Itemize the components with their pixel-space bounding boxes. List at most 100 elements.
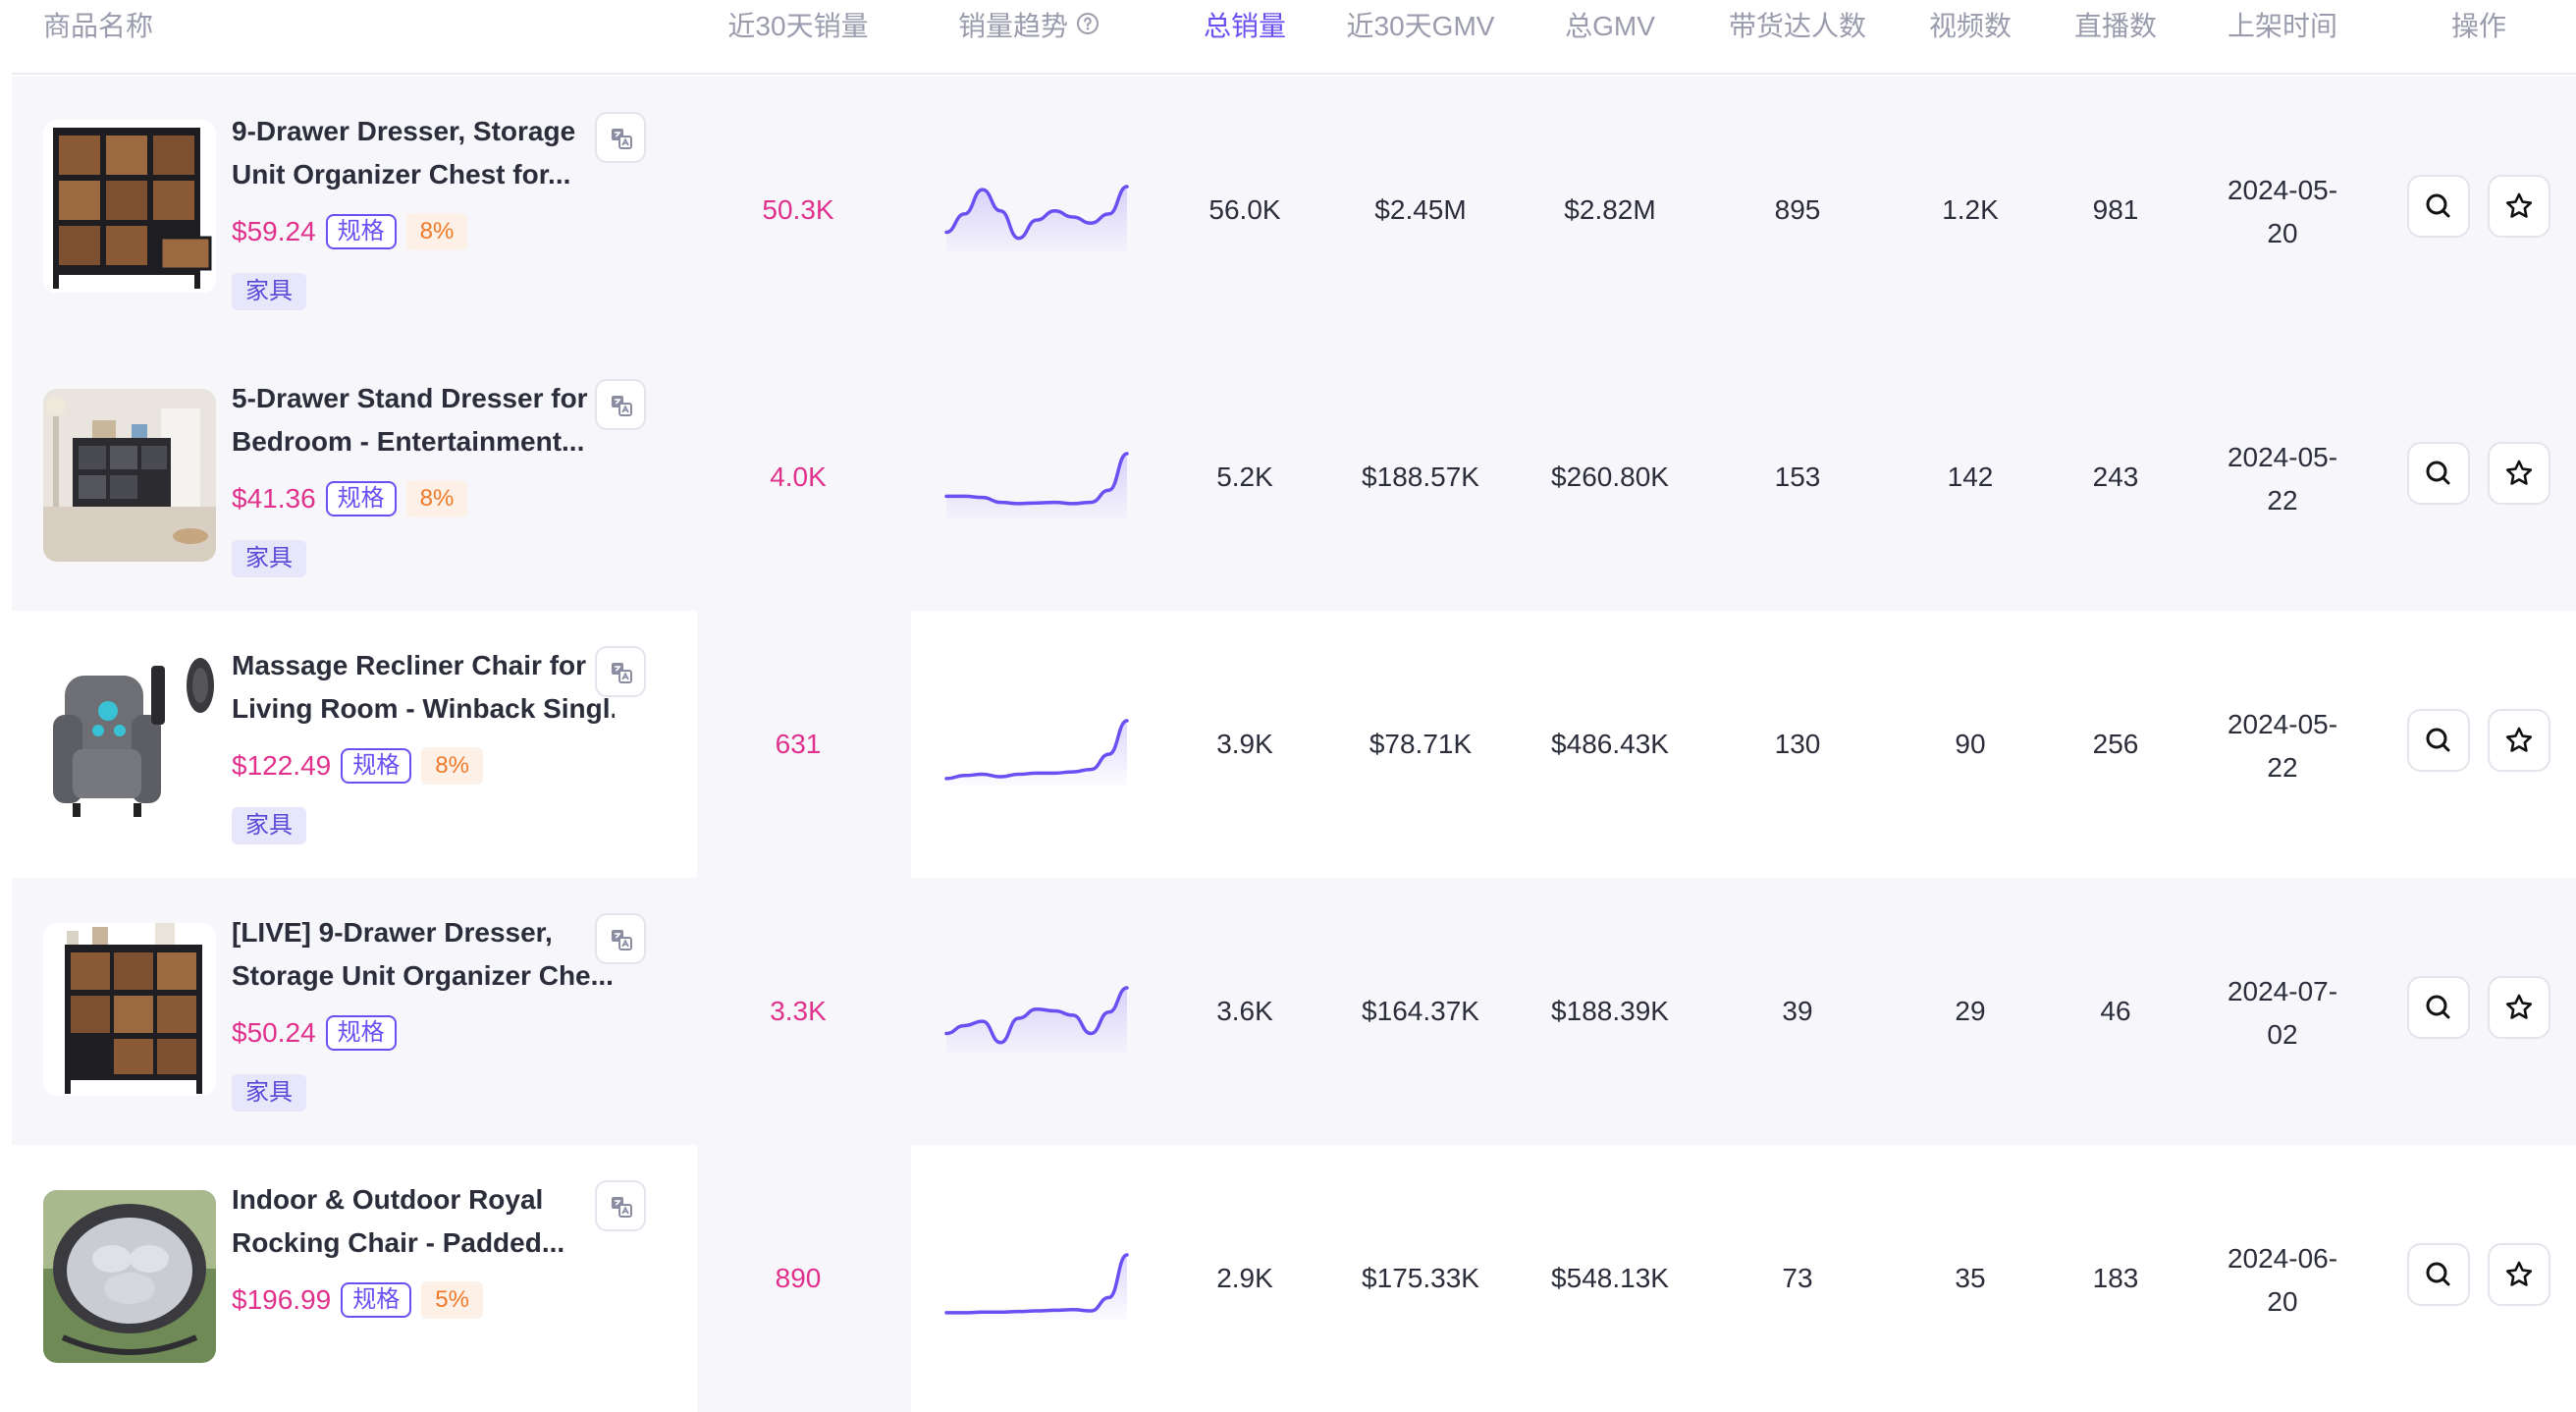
listed-date-line1: 2024-07- bbox=[2227, 976, 2338, 1006]
total-sales: 2.9K bbox=[1216, 1263, 1273, 1293]
table-row[interactable]: Massage Recliner Chair for Living Room -… bbox=[12, 611, 2576, 878]
col-total-sales[interactable]: 总销量 bbox=[1203, 11, 1287, 41]
videos-count: 1.2K bbox=[1942, 194, 1999, 225]
search-icon bbox=[2426, 1262, 2450, 1286]
spec-tag[interactable]: 规格 bbox=[325, 1015, 397, 1051]
sales-trend-sparkline bbox=[944, 452, 1129, 518]
sales-30d: 3.3K bbox=[770, 996, 827, 1026]
listed-date-line1: 2024-05- bbox=[2227, 442, 2338, 472]
sales-trend-sparkline bbox=[944, 1253, 1129, 1320]
favorite-button[interactable] bbox=[2488, 976, 2550, 1039]
spec-tag[interactable]: 规格 bbox=[341, 1282, 412, 1318]
gmv-30d: $164.37K bbox=[1362, 996, 1479, 1026]
sparkline-line bbox=[944, 185, 1129, 241]
gmv-30d: $188.57K bbox=[1362, 462, 1479, 492]
col-product-name[interactable]: 商品名称 bbox=[43, 11, 154, 41]
commission-tag: 5% bbox=[421, 1281, 483, 1319]
lives-count: 981 bbox=[2092, 194, 2139, 225]
translate-icon bbox=[612, 663, 632, 683]
translate-button[interactable] bbox=[595, 1180, 646, 1231]
price-line: $59.24 规格 8% bbox=[232, 212, 468, 251]
product-image[interactable] bbox=[43, 1190, 216, 1363]
translate-icon bbox=[612, 129, 632, 149]
listed-date-line1: 2024-06- bbox=[2227, 1243, 2338, 1274]
star-icon bbox=[2505, 727, 2533, 752]
col-sales-30d[interactable]: 近30天销量 bbox=[727, 11, 869, 41]
sales-30d: 631 bbox=[775, 729, 822, 759]
col-lives[interactable]: 直播数 bbox=[2073, 11, 2158, 41]
listed-date-line2: 20 bbox=[2267, 218, 2298, 248]
price: $196.99 bbox=[232, 1284, 332, 1315]
spec-tag[interactable]: 规格 bbox=[341, 748, 412, 784]
favorite-button[interactable] bbox=[2488, 1243, 2550, 1306]
star-icon bbox=[2505, 192, 2533, 218]
listed-date: 2024-05- 22 bbox=[2227, 436, 2337, 522]
translate-button[interactable] bbox=[595, 646, 646, 697]
videos-count: 35 bbox=[1955, 1263, 1986, 1293]
search-icon bbox=[2426, 193, 2450, 218]
table-row[interactable]: [LIVE] 9-Drawer Dresser, Storage Unit Or… bbox=[12, 878, 2576, 1145]
sales-trend-sparkline bbox=[944, 986, 1129, 1053]
search-icon bbox=[2426, 995, 2450, 1019]
sales-30d: 50.3K bbox=[762, 194, 834, 225]
listed-date: 2024-05- 20 bbox=[2227, 169, 2337, 255]
product-title[interactable]: 9-Drawer Dresser, Storage Unit Organizer… bbox=[232, 116, 576, 190]
spec-tag[interactable]: 规格 bbox=[325, 214, 397, 249]
videos-count: 142 bbox=[1947, 462, 1994, 492]
product-title[interactable]: Indoor & Outdoor Royal Rocking Chair - P… bbox=[232, 1184, 565, 1258]
product-title[interactable]: 5-Drawer Stand Dresser for Bedroom - Ent… bbox=[232, 383, 588, 457]
product-image[interactable] bbox=[43, 923, 216, 1096]
sparkline-line bbox=[944, 452, 1129, 506]
sales-trend-sparkline bbox=[944, 185, 1129, 251]
total-gmv: $486.43K bbox=[1551, 729, 1669, 759]
table-row[interactable]: 5-Drawer Stand Dresser for Bedroom - Ent… bbox=[12, 344, 2576, 611]
favorite-button[interactable] bbox=[2488, 709, 2550, 772]
product-image[interactable] bbox=[43, 656, 216, 829]
translate-icon bbox=[612, 396, 632, 416]
translate-button[interactable] bbox=[595, 913, 646, 964]
total-gmv: $260.80K bbox=[1551, 462, 1669, 492]
col-creators[interactable]: 带货达人数 bbox=[1728, 11, 1867, 41]
total-gmv: $188.39K bbox=[1551, 996, 1669, 1026]
product-title[interactable]: Massage Recliner Chair for Living Room -… bbox=[232, 650, 615, 724]
gmv-30d: $175.33K bbox=[1362, 1263, 1479, 1293]
creators-count: 153 bbox=[1774, 462, 1821, 492]
search-button[interactable] bbox=[2407, 709, 2470, 772]
favorite-button[interactable] bbox=[2488, 442, 2550, 505]
search-icon bbox=[2426, 461, 2450, 485]
star-icon bbox=[2505, 1261, 2533, 1286]
col-videos[interactable]: 视频数 bbox=[1928, 11, 2012, 41]
translate-button[interactable] bbox=[595, 379, 646, 430]
sales-trend-sparkline bbox=[944, 719, 1129, 786]
search-button[interactable] bbox=[2407, 1243, 2470, 1306]
search-button[interactable] bbox=[2407, 976, 2470, 1039]
col-gmv-30d[interactable]: 近30天GMV bbox=[1346, 11, 1495, 41]
product-image[interactable] bbox=[43, 120, 216, 293]
commission-tag: 8% bbox=[405, 213, 468, 250]
lives-count: 243 bbox=[2092, 462, 2139, 492]
product-image[interactable] bbox=[43, 389, 216, 562]
table-row[interactable]: 9-Drawer Dresser, Storage Unit Organizer… bbox=[12, 77, 2576, 344]
favorite-button[interactable] bbox=[2488, 175, 2550, 238]
search-button[interactable] bbox=[2407, 442, 2470, 505]
search-button[interactable] bbox=[2407, 175, 2470, 238]
col-total-gmv[interactable]: 总GMV bbox=[1565, 11, 1655, 41]
listed-date-line1: 2024-05- bbox=[2227, 709, 2338, 739]
total-sales: 56.0K bbox=[1208, 194, 1281, 225]
col-sales-trend[interactable]: 销量趋势 bbox=[958, 0, 1100, 75]
sparkline-line bbox=[944, 1253, 1129, 1315]
product-title[interactable]: [LIVE] 9-Drawer Dresser, Storage Unit Or… bbox=[232, 917, 614, 991]
translate-button[interactable] bbox=[595, 112, 646, 163]
spec-tag[interactable]: 规格 bbox=[325, 481, 397, 516]
gmv-30d: $78.71K bbox=[1368, 729, 1473, 759]
listed-date: 2024-06- 20 bbox=[2227, 1237, 2337, 1324]
price-line: $196.99 规格 5% bbox=[232, 1280, 483, 1320]
listed-date: 2024-07- 02 bbox=[2227, 970, 2337, 1057]
price: $122.49 bbox=[232, 750, 332, 781]
help-icon[interactable] bbox=[1076, 0, 1100, 53]
col-listed-date[interactable]: 上架时间 bbox=[2227, 11, 2338, 41]
sparkline-area bbox=[946, 454, 1127, 518]
price: $41.36 bbox=[232, 483, 316, 514]
table-row[interactable]: Indoor & Outdoor Royal Rocking Chair - P… bbox=[12, 1145, 2576, 1412]
sales-30d: 4.0K bbox=[770, 462, 827, 492]
